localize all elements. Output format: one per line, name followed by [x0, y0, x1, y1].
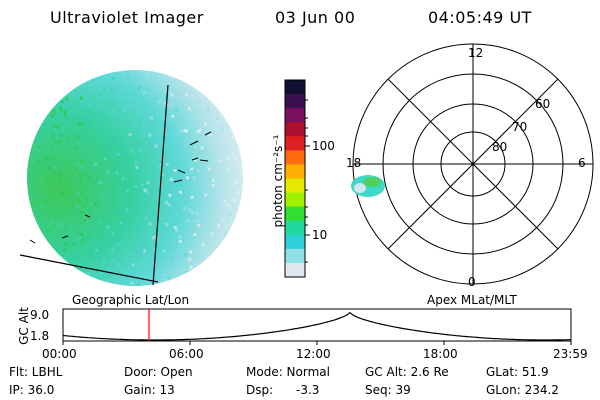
grid-line: [19, 254, 159, 283]
terminator-line: [152, 84, 169, 286]
colorbar-swatch: [285, 122, 305, 137]
mlt-label-0: 0: [468, 275, 476, 289]
lat-label-60: 60: [535, 97, 551, 111]
x-tick-1200: 12:00: [296, 347, 331, 361]
altitude-ytick-1-8: 1.8: [30, 329, 50, 343]
x-tick-1800: 18:00: [423, 347, 458, 361]
date-label: 03 Jun 00: [275, 8, 356, 27]
info-mode: Mode: Normal: [246, 365, 330, 379]
info-gain: Gain: 13: [124, 383, 175, 397]
geographic-label: Geographic Lat/Lon: [72, 293, 190, 307]
colorbar-swatch: [285, 136, 305, 151]
colorbar-unit-label: photon cm⁻²s⁻¹: [271, 134, 285, 228]
x-tick-0600: 06:00: [169, 347, 204, 361]
colorbar-swatch: [285, 248, 305, 264]
colorbar-tick-100: 100: [312, 139, 335, 153]
info-filter: Flt: LBHL: [9, 365, 63, 379]
info-dsp-value: -3.3: [296, 383, 320, 397]
colorbar-swatch: [285, 192, 305, 208]
auroral-oval: [351, 175, 385, 197]
info-gc-alt: GC Alt: 2.6 Re: [365, 365, 449, 379]
altitude-plot: [62, 308, 572, 345]
altitude-ylabel: GC Alt: [17, 307, 31, 345]
colorbar-swatch: [285, 178, 305, 194]
earth-image: [19, 70, 243, 286]
instrument-title: Ultraviolet Imager: [50, 8, 204, 27]
altitude-ticks: [62, 341, 572, 345]
altitude-ytick-9: 9.0: [30, 308, 50, 322]
colorbar-swatch: [285, 220, 305, 236]
colorbar-swatch: [285, 164, 305, 179]
polar-plot: [351, 43, 594, 285]
info-door: Door: Open: [124, 365, 193, 379]
colorbar-swatch: [285, 108, 305, 123]
mlt-label-6: 6: [578, 156, 586, 170]
info-glat: GLat: 51.9: [486, 365, 549, 379]
colorbar-tick-10: 10: [312, 228, 328, 242]
mlt-label-12: 12: [468, 46, 484, 60]
info-glon: GLon: 234.2: [486, 383, 559, 397]
colorbar-swatch: [285, 234, 305, 250]
orbit-altitude-curve: [62, 311, 571, 341]
colorbar-ticks: [305, 99, 310, 263]
colorbar-swatch: [285, 150, 305, 165]
lat-label-70: 70: [512, 120, 528, 134]
lat-label-80: 80: [492, 140, 508, 154]
coastline-marks: [29, 131, 212, 244]
time-label: 04:05:49 UT: [428, 8, 532, 27]
mlt-label-18: 18: [346, 156, 362, 170]
colorbar-swatch: [285, 262, 305, 278]
info-ip: IP: 36.0: [9, 383, 55, 397]
colorbar-swatch: [285, 94, 305, 109]
colorbar: [284, 79, 310, 278]
info-seq: Seq: 39: [365, 383, 411, 397]
info-dsp-label: Dsp:: [246, 383, 274, 397]
colorbar-swatch: [285, 206, 305, 222]
x-tick-2359: 23:59: [553, 347, 588, 361]
colorbar-swatch: [285, 80, 305, 95]
apex-label: Apex MLat/MLT: [427, 293, 517, 307]
x-tick-0000: 00:00: [42, 347, 77, 361]
